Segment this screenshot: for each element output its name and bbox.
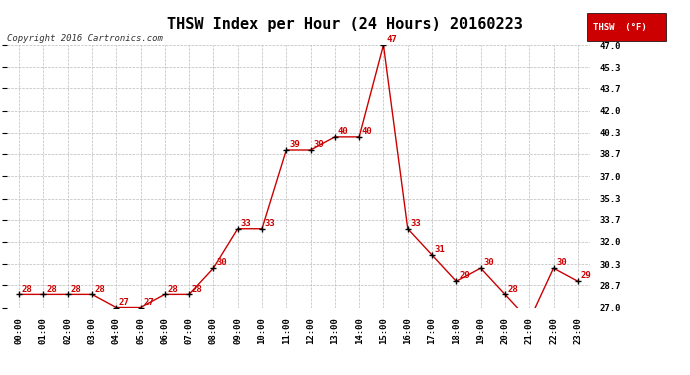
Text: 26: 26 xyxy=(0,374,1,375)
Text: 28: 28 xyxy=(508,285,518,294)
Text: 28: 28 xyxy=(70,285,81,294)
Text: 39: 39 xyxy=(289,140,300,149)
Text: THSW Index per Hour (24 Hours) 20160223: THSW Index per Hour (24 Hours) 20160223 xyxy=(167,17,523,32)
Text: THSW  (°F): THSW (°F) xyxy=(593,22,647,32)
Text: 47: 47 xyxy=(386,35,397,44)
Text: Copyright 2016 Cartronics.com: Copyright 2016 Cartronics.com xyxy=(7,34,163,43)
Text: 31: 31 xyxy=(435,245,446,254)
Text: 29: 29 xyxy=(580,272,591,280)
Text: 28: 28 xyxy=(168,285,178,294)
Text: 28: 28 xyxy=(192,285,203,294)
Text: 27: 27 xyxy=(119,298,130,307)
Text: 27: 27 xyxy=(144,298,154,307)
Text: 30: 30 xyxy=(484,258,494,267)
Text: 40: 40 xyxy=(337,127,348,136)
Text: 28: 28 xyxy=(22,285,32,294)
Text: 29: 29 xyxy=(459,272,470,280)
Text: 28: 28 xyxy=(46,285,57,294)
Text: 33: 33 xyxy=(411,219,422,228)
Text: 33: 33 xyxy=(265,219,275,228)
Text: 39: 39 xyxy=(313,140,324,149)
Text: 33: 33 xyxy=(241,219,251,228)
Text: 30: 30 xyxy=(216,258,227,267)
Text: 30: 30 xyxy=(556,258,567,267)
Text: 28: 28 xyxy=(95,285,106,294)
Text: 40: 40 xyxy=(362,127,373,136)
